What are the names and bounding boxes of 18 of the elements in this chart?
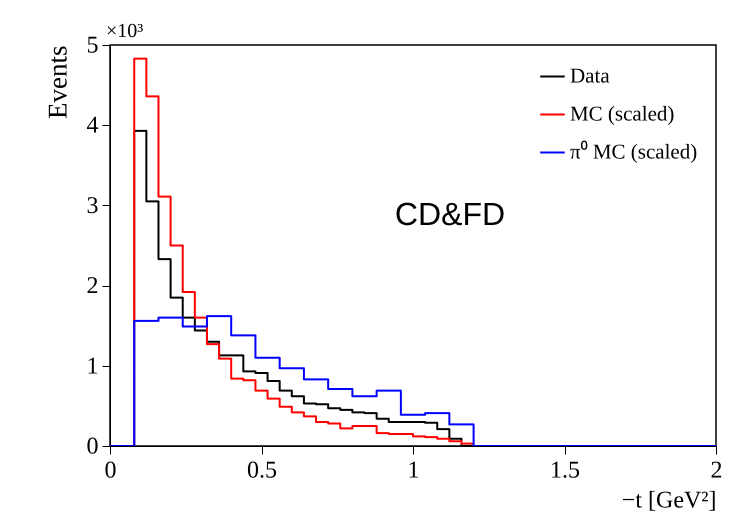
text: ×10³ [106, 20, 144, 42]
x-tick-label: 0 [104, 458, 116, 484]
y-tick-label: 0 [86, 434, 98, 460]
legend-label: Data [570, 64, 610, 88]
annotation: CD&FD [394, 196, 506, 232]
y-axis-title: Events [42, 46, 72, 119]
x-tick-label: 1.5 [550, 458, 580, 484]
y-tick-label: 4 [86, 112, 98, 139]
y-tick-label: 3 [86, 192, 98, 219]
x-tick-label: 1 [408, 458, 420, 484]
legend-label: MC (scaled) [570, 102, 674, 126]
legend-label: π⁰ MC (scaled) [570, 140, 698, 164]
y-tick-label: 5 [86, 32, 98, 58]
x-tick-label: 0.5 [247, 458, 277, 484]
x-tick-label: 2 [710, 458, 722, 484]
y-tick-label: 1 [86, 353, 98, 380]
x-axis-title: −t [GeV²] [622, 488, 716, 514]
y-tick-label: 2 [86, 273, 98, 300]
